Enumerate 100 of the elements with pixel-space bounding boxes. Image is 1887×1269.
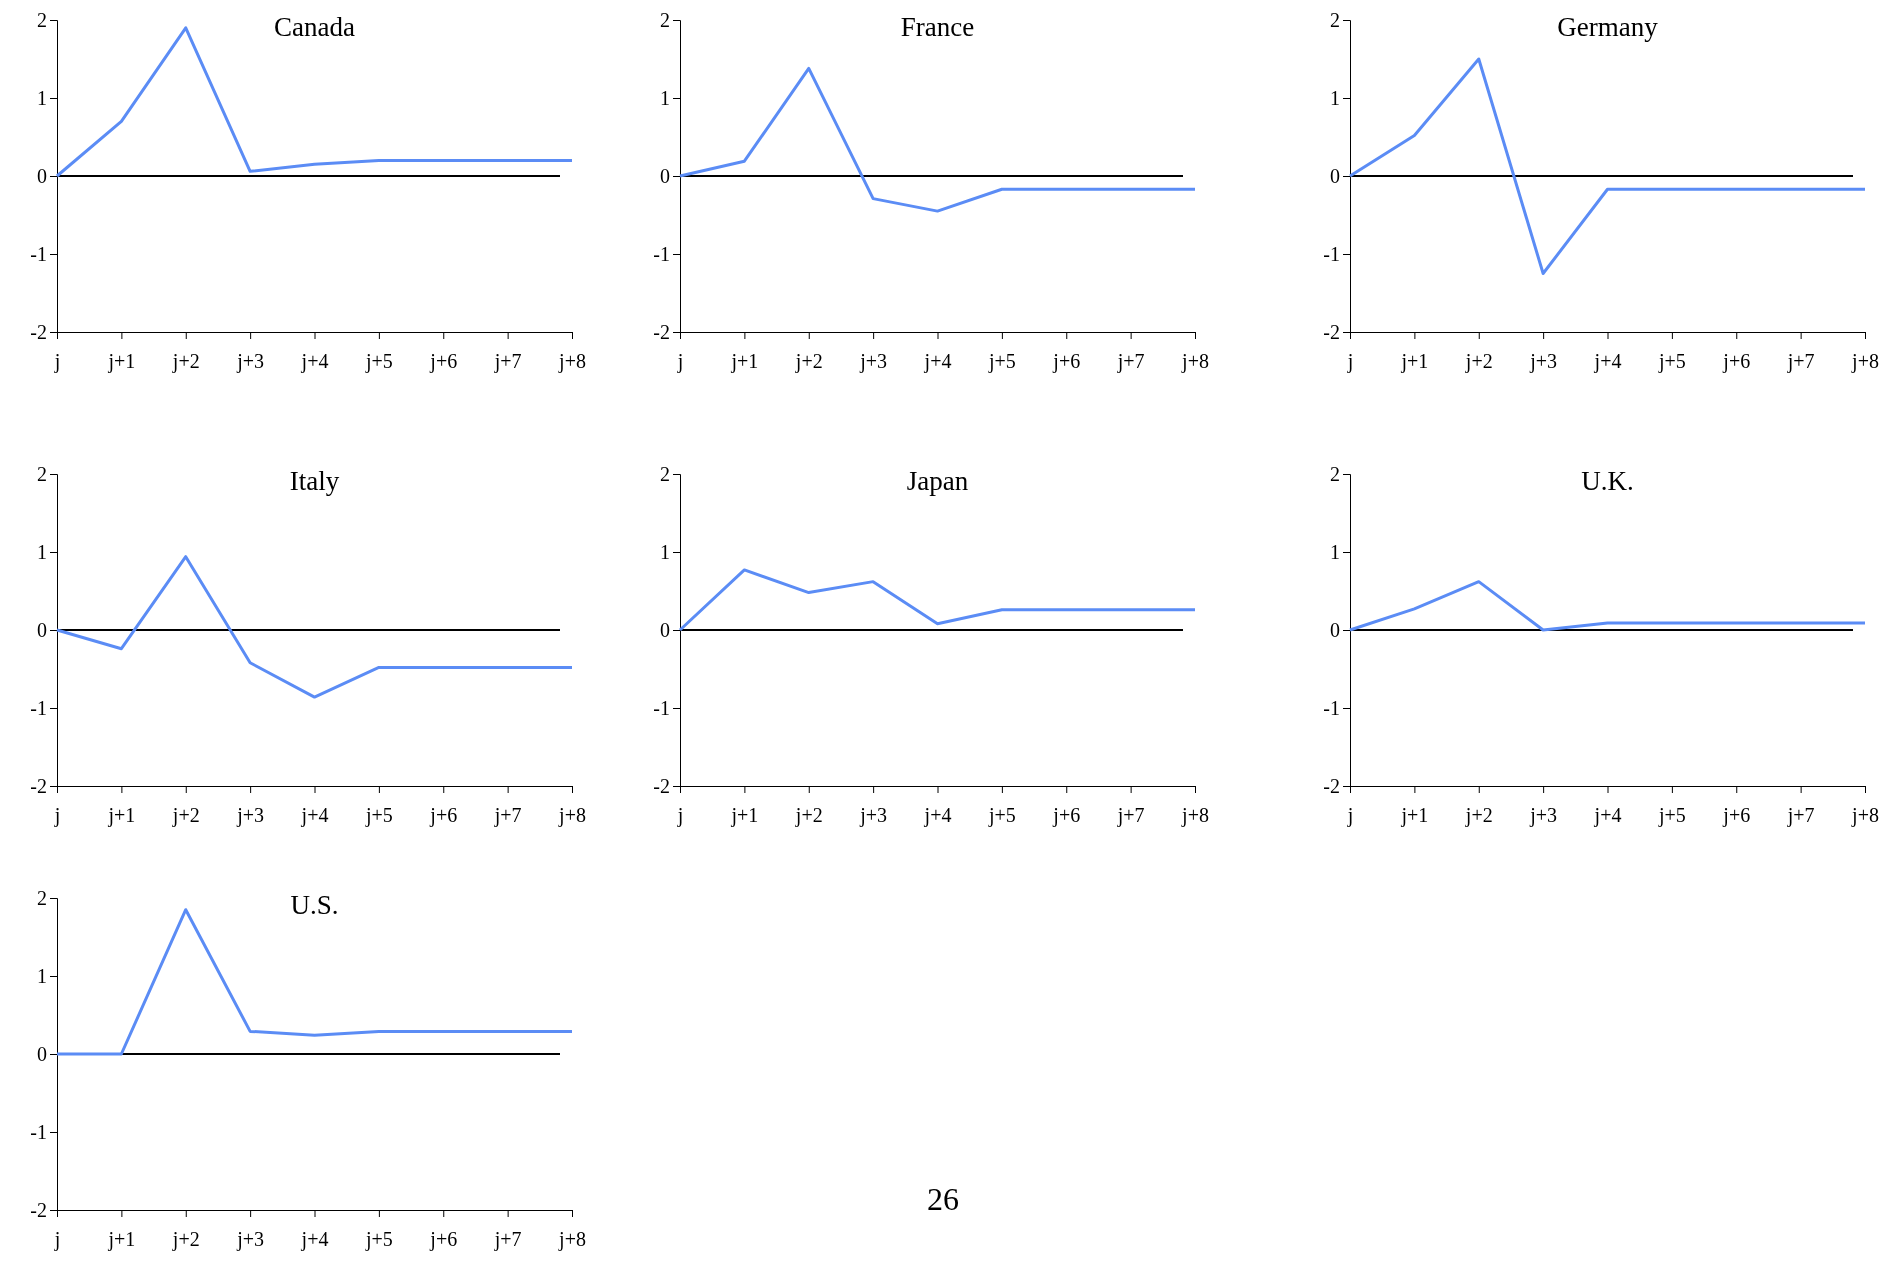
x-tick-label: j	[1346, 804, 1354, 827]
chart-title: Germany	[1557, 12, 1659, 42]
x-tick-label: j+5	[1657, 804, 1686, 827]
x-tick-label: j	[1346, 350, 1354, 373]
x-tick-label: j+4	[1593, 350, 1622, 373]
y-tick-label: 2	[660, 8, 670, 31]
x-tick-label: j+4	[300, 350, 329, 373]
y-tick-label: -2	[30, 320, 47, 343]
x-tick-label: j+1	[1400, 804, 1429, 827]
x-tick-label: j+7	[493, 1228, 522, 1251]
x-tick-label: j+2	[1464, 804, 1493, 827]
x-tick-label: j+2	[171, 804, 200, 827]
y-tick-label: -2	[1323, 774, 1340, 797]
y-tick-label: 2	[37, 462, 47, 485]
x-tick-label: j+2	[171, 1228, 200, 1251]
y-tick-label: -2	[1323, 320, 1340, 343]
chart-title: Canada	[274, 12, 355, 42]
x-tick-label: j+5	[987, 804, 1016, 827]
y-tick-label: 1	[37, 86, 47, 109]
x-tick-label: j+7	[1786, 350, 1815, 373]
y-tick-label: -1	[653, 696, 670, 719]
x-tick-label: j+7	[1786, 804, 1815, 827]
y-tick-label: 1	[37, 540, 47, 563]
y-tick-label: 0	[1330, 164, 1340, 187]
x-tick-label: j	[53, 804, 61, 827]
x-tick-label: j+8	[1851, 804, 1879, 827]
x-tick-label: j+5	[1657, 350, 1686, 373]
x-tick-label: j+3	[1529, 350, 1558, 373]
x-tick-label: j+6	[1722, 350, 1751, 373]
y-tick-label: -1	[30, 1120, 47, 1143]
x-tick-label: j+7	[493, 804, 522, 827]
y-tick-label: 0	[37, 164, 47, 187]
y-tick-label: 2	[37, 886, 47, 909]
x-tick-label: j+1	[730, 350, 759, 373]
chart-title: Japan	[906, 466, 969, 496]
y-tick-label: -1	[30, 242, 47, 265]
x-tick-label: j+8	[558, 350, 586, 373]
x-tick-label: j	[53, 1228, 61, 1251]
x-tick-label: j+2	[1464, 350, 1493, 373]
y-tick-label: 0	[37, 1042, 47, 1065]
x-tick-label: j+3	[236, 350, 265, 373]
text: 26	[927, 1181, 959, 1217]
x-tick-label: j+4	[923, 350, 952, 373]
x-tick-label: j+1	[107, 804, 136, 827]
x-tick-label: j+8	[558, 1228, 586, 1251]
chart-title: U.K.	[1581, 466, 1634, 496]
y-tick-label: 2	[1330, 8, 1340, 31]
chart-title: Italy	[289, 466, 340, 496]
x-tick-label: j+4	[1593, 804, 1622, 827]
y-tick-label: -2	[653, 774, 670, 797]
y-tick-label: -2	[653, 320, 670, 343]
x-tick-label: j+6	[1052, 804, 1081, 827]
y-tick-label: 1	[660, 86, 670, 109]
x-tick-label: j+1	[107, 350, 136, 373]
y-tick-label: 1	[37, 964, 47, 987]
y-tick-label: 1	[1330, 86, 1340, 109]
x-tick-label: j+6	[1722, 804, 1751, 827]
x-tick-label: j+4	[300, 804, 329, 827]
x-tick-label: j+3	[1529, 804, 1558, 827]
x-tick-label: j+1	[107, 1228, 136, 1251]
x-tick-label: j+6	[429, 350, 458, 373]
x-tick-label: j+6	[429, 804, 458, 827]
x-tick-label: j+2	[171, 350, 200, 373]
x-tick-label: j	[676, 350, 684, 373]
x-tick-label: j+3	[859, 350, 888, 373]
y-tick-label: 1	[1330, 540, 1340, 563]
x-tick-label: j+8	[558, 804, 586, 827]
x-tick-label: j+5	[364, 1228, 393, 1251]
x-tick-label: j+6	[429, 1228, 458, 1251]
x-tick-label: j+2	[794, 350, 823, 373]
x-tick-label: j	[53, 350, 61, 373]
x-tick-label: j+4	[300, 1228, 329, 1251]
y-tick-label: 0	[660, 618, 670, 641]
y-tick-label: -2	[30, 774, 47, 797]
x-tick-label: j+3	[236, 804, 265, 827]
y-tick-label: 2	[1330, 462, 1340, 485]
x-tick-label: j+5	[364, 350, 393, 373]
x-tick-label: j	[676, 804, 684, 827]
y-tick-label: 0	[660, 164, 670, 187]
y-tick-label: -1	[653, 242, 670, 265]
x-tick-label: j+7	[1116, 350, 1145, 373]
y-tick-label: 2	[37, 8, 47, 31]
x-tick-label: j+8	[1181, 804, 1209, 827]
x-tick-label: j+7	[493, 350, 522, 373]
y-tick-label: 1	[660, 540, 670, 563]
x-tick-label: j+8	[1181, 350, 1209, 373]
x-tick-label: j+8	[1851, 350, 1879, 373]
y-tick-label: -1	[30, 696, 47, 719]
y-tick-label: 2	[660, 462, 670, 485]
y-tick-label: 0	[1330, 618, 1340, 641]
x-tick-label: j+4	[923, 804, 952, 827]
x-tick-label: j+5	[364, 804, 393, 827]
y-tick-label: 0	[37, 618, 47, 641]
x-tick-label: j+3	[859, 804, 888, 827]
y-tick-label: -1	[1323, 696, 1340, 719]
chart-title: U.S.	[290, 890, 339, 920]
x-tick-label: j+5	[987, 350, 1016, 373]
x-tick-label: j+7	[1116, 804, 1145, 827]
x-tick-label: j+3	[236, 1228, 265, 1251]
x-tick-label: j+1	[1400, 350, 1429, 373]
